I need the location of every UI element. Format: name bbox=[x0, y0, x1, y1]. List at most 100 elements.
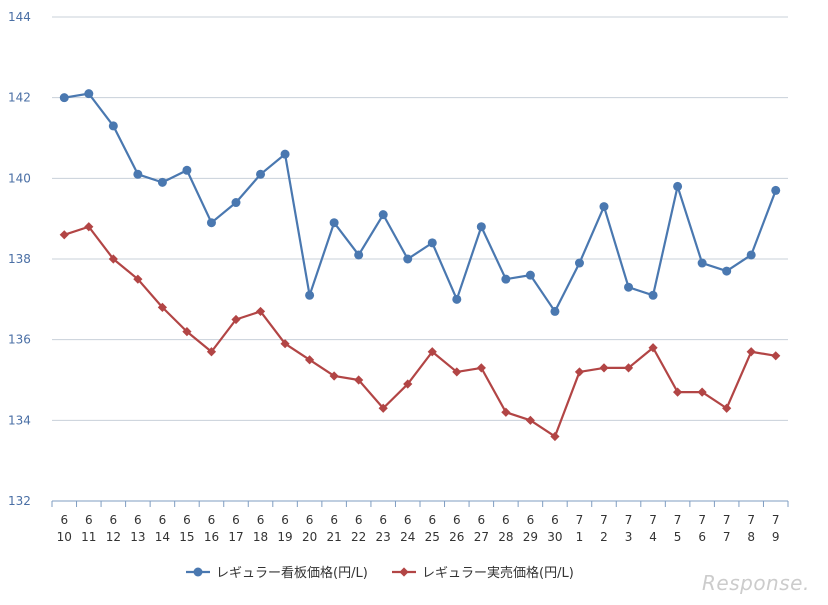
x-tick-day: 21 bbox=[326, 530, 341, 544]
x-tick-month: 7 bbox=[698, 513, 706, 527]
x-tick-day: 29 bbox=[523, 530, 538, 544]
x-axis: 6106116126136146156166176186196206216226… bbox=[51, 500, 789, 544]
legend-marker bbox=[193, 567, 203, 577]
data-point bbox=[133, 274, 143, 284]
data-point bbox=[59, 230, 69, 240]
data-point bbox=[722, 403, 732, 413]
series-2 bbox=[59, 222, 781, 442]
y-tick-label: 136 bbox=[8, 333, 31, 347]
data-point bbox=[403, 379, 413, 389]
x-tick-month: 6 bbox=[453, 513, 461, 527]
x-tick-month: 7 bbox=[649, 513, 657, 527]
x-tick-month: 6 bbox=[208, 513, 216, 527]
data-point bbox=[182, 165, 192, 175]
data-point bbox=[673, 387, 683, 397]
series-line bbox=[64, 92, 777, 313]
data-point bbox=[427, 238, 437, 248]
x-tick-day: 18 bbox=[253, 530, 268, 544]
x-tick-month: 6 bbox=[527, 513, 535, 527]
data-point bbox=[599, 202, 609, 212]
x-tick-day: 19 bbox=[277, 530, 292, 544]
data-point bbox=[206, 347, 217, 357]
x-tick-day: 5 bbox=[674, 530, 682, 544]
y-tick-label: 138 bbox=[8, 252, 31, 266]
data-point bbox=[231, 198, 241, 208]
x-tick-month: 6 bbox=[134, 513, 142, 527]
data-point bbox=[525, 270, 535, 280]
x-tick-month: 6 bbox=[110, 513, 118, 527]
data-point bbox=[476, 363, 486, 373]
data-point bbox=[771, 185, 781, 195]
legend-item: レギュラー看板価格(円/L) bbox=[186, 565, 368, 581]
data-point bbox=[501, 274, 511, 284]
x-tick-month: 6 bbox=[502, 513, 510, 527]
y-tick-label: 142 bbox=[8, 91, 31, 105]
x-tick-month: 7 bbox=[576, 513, 584, 527]
data-point bbox=[255, 306, 266, 317]
x-tick-day: 3 bbox=[625, 530, 633, 544]
x-tick-day: 28 bbox=[498, 530, 513, 544]
data-point bbox=[746, 250, 756, 260]
y-tick-label: 140 bbox=[8, 171, 31, 185]
data-point bbox=[157, 177, 167, 187]
data-point bbox=[108, 254, 118, 264]
data-point bbox=[452, 294, 462, 304]
x-tick-day: 8 bbox=[747, 530, 755, 544]
x-tick-month: 6 bbox=[355, 513, 363, 527]
x-tick-day: 25 bbox=[425, 530, 440, 544]
data-point bbox=[574, 367, 585, 377]
x-tick-month: 7 bbox=[747, 513, 755, 527]
x-tick-day: 11 bbox=[81, 530, 96, 544]
data-point bbox=[623, 363, 634, 373]
data-point bbox=[697, 387, 707, 397]
data-point bbox=[452, 367, 462, 377]
data-point bbox=[329, 371, 339, 381]
x-tick-day: 7 bbox=[723, 530, 731, 544]
data-point bbox=[157, 302, 167, 312]
data-point bbox=[133, 169, 143, 179]
x-tick-month: 6 bbox=[379, 513, 387, 527]
x-tick-day: 15 bbox=[179, 530, 194, 544]
x-tick-month: 6 bbox=[330, 513, 338, 527]
data-point bbox=[231, 314, 241, 325]
legend-label: レギュラー実売価格(円/L) bbox=[422, 565, 574, 581]
x-tick-month: 7 bbox=[674, 513, 682, 527]
y-tick-label: 144 bbox=[8, 10, 31, 24]
legend-marker bbox=[399, 567, 409, 577]
x-tick-day: 2 bbox=[600, 530, 608, 544]
y-tick-label: 132 bbox=[8, 494, 31, 508]
data-point bbox=[624, 282, 634, 292]
data-point bbox=[550, 431, 560, 442]
x-tick-day: 22 bbox=[351, 530, 366, 544]
x-tick-month: 6 bbox=[404, 513, 412, 527]
data-point bbox=[305, 290, 315, 300]
x-tick-day: 17 bbox=[228, 530, 243, 544]
x-tick-month: 7 bbox=[723, 513, 731, 527]
x-tick-day: 26 bbox=[449, 530, 464, 544]
data-point bbox=[403, 254, 413, 264]
legend: レギュラー看板価格(円/L) レギュラー実売価格(円/L) bbox=[186, 565, 574, 581]
y-axis-ticks: 144 142 140 138 136 134 132 bbox=[8, 10, 31, 508]
data-point bbox=[599, 363, 609, 373]
x-tick-day: 13 bbox=[130, 530, 145, 544]
x-tick-day: 16 bbox=[204, 530, 219, 544]
x-tick-month: 6 bbox=[85, 513, 93, 527]
data-point bbox=[550, 306, 560, 316]
x-tick-month: 6 bbox=[306, 513, 314, 527]
x-tick-month: 6 bbox=[478, 513, 486, 527]
data-point bbox=[59, 93, 69, 103]
data-point bbox=[84, 222, 94, 232]
series-lines bbox=[59, 89, 781, 442]
gridlines bbox=[52, 16, 788, 421]
x-tick-month: 6 bbox=[232, 513, 240, 527]
data-point bbox=[378, 403, 388, 413]
x-tick-month: 7 bbox=[625, 513, 633, 527]
data-point bbox=[280, 149, 290, 159]
data-point bbox=[354, 250, 364, 260]
data-point bbox=[108, 121, 118, 131]
data-point bbox=[476, 222, 486, 232]
data-point bbox=[84, 89, 94, 99]
data-point bbox=[697, 258, 707, 268]
x-tick-month: 6 bbox=[60, 513, 68, 527]
